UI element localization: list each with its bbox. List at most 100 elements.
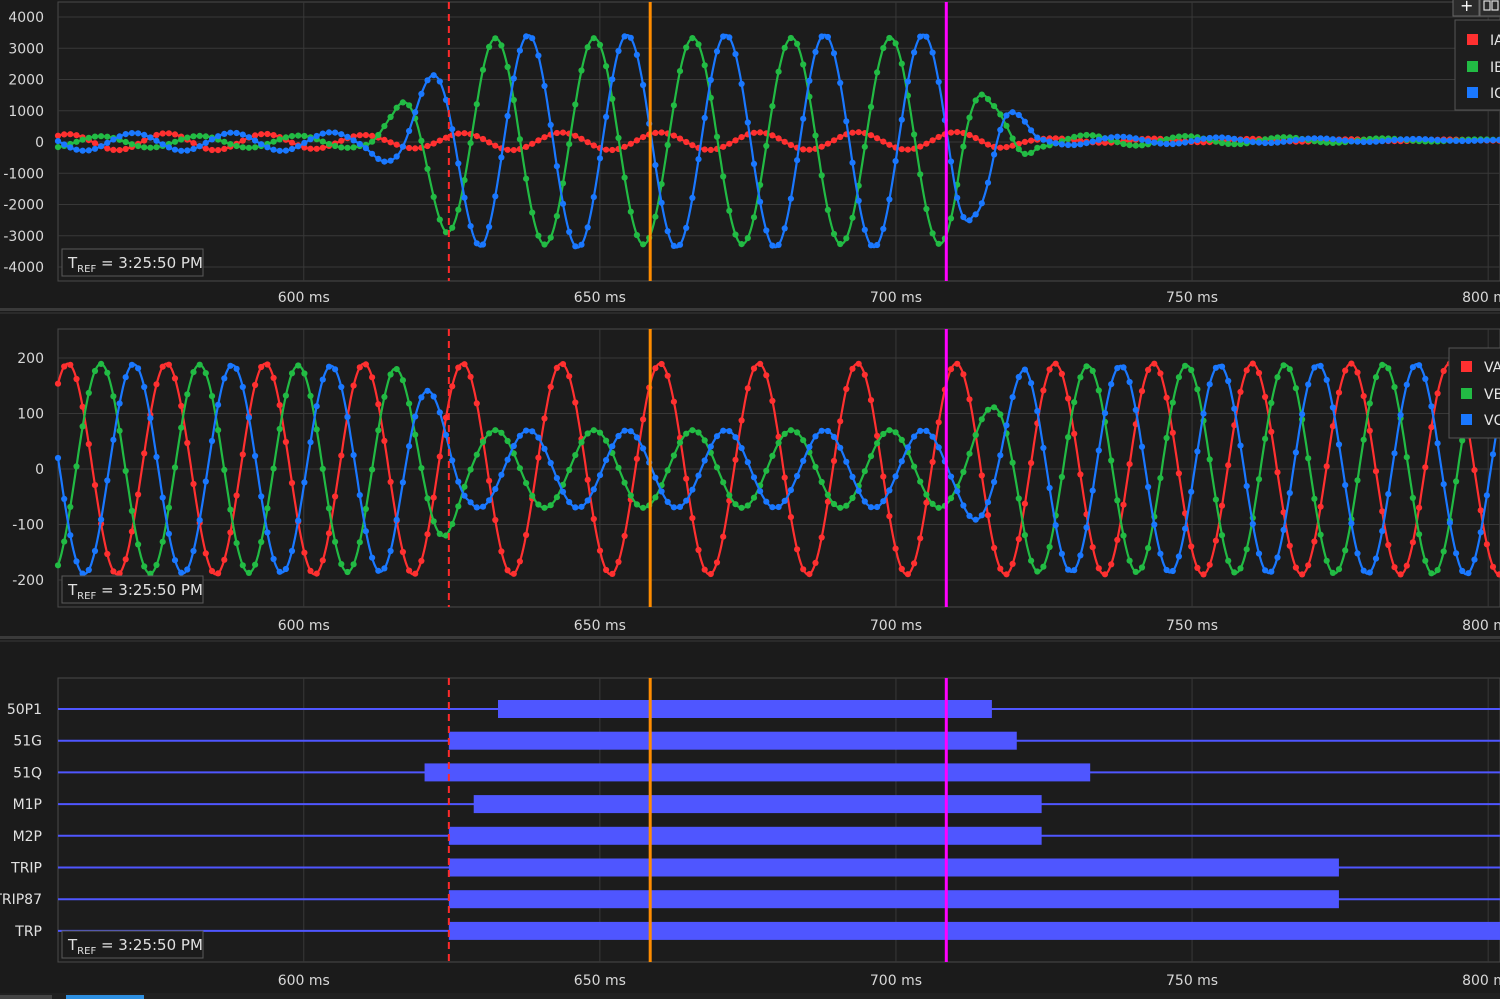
voltage-panel[interactable]: 200 100 0 -100 -200 600 ms 650 ms 700 ms 750 ms… — [12, 328, 1500, 634]
series-vc-point — [1391, 450, 1398, 457]
series-vc-point — [1132, 406, 1139, 413]
series-vc-point — [1157, 550, 1164, 557]
series-ia-point — [221, 145, 228, 152]
series-ia-point — [202, 145, 209, 152]
series-va-point — [991, 544, 998, 552]
series-vb-point — [1138, 564, 1146, 571]
series-ib-point — [147, 144, 154, 151]
series-ia-point — [301, 144, 308, 151]
panel-divider-bottom[interactable] — [0, 636, 1500, 639]
current-legend[interactable]: IA IB IC — [1454, 19, 1500, 111]
series-ia-point — [769, 132, 776, 139]
y-tick-label: 100 — [17, 407, 44, 423]
series-ia-point — [806, 146, 813, 153]
series-ic-point — [1311, 135, 1318, 142]
series-ic-point — [658, 199, 665, 206]
series-ic-point — [350, 137, 357, 144]
series-vb-point — [233, 540, 240, 547]
series-vc-point — [1422, 375, 1429, 382]
series-vc-point — [1385, 491, 1392, 498]
series-vc-point — [880, 498, 887, 505]
series-vc-point — [1052, 522, 1059, 529]
current-series — [54, 33, 1500, 250]
voltage-legend[interactable]: VA VB VC — [1448, 347, 1500, 439]
series-va-point — [1163, 394, 1170, 401]
series-ib-point — [436, 216, 443, 223]
series-ic-point — [670, 242, 678, 249]
series-vc-point — [787, 487, 795, 494]
series-ic-point — [781, 225, 788, 232]
legend-label-vc: VC — [1484, 413, 1500, 429]
series-ib-point — [1231, 141, 1238, 148]
series-vc-point — [381, 565, 388, 572]
series-va-point — [301, 549, 308, 556]
series-va-point — [603, 566, 610, 574]
series-vc-point — [1058, 550, 1065, 557]
digital-plot-area[interactable] — [57, 677, 1500, 963]
series-ic-point — [1040, 136, 1047, 143]
series-ic-point — [369, 150, 376, 157]
series-vc-point — [362, 528, 369, 535]
x-tick-label: 800 ms — [1462, 973, 1500, 989]
series-va-point — [892, 545, 899, 552]
series-va-point — [116, 570, 123, 577]
series-vc-point — [313, 403, 320, 410]
series-va-point — [917, 535, 924, 542]
series-vc-point — [1108, 381, 1115, 388]
series-ic-point — [184, 147, 191, 154]
series-ib-point — [1163, 136, 1170, 143]
series-va-point — [947, 366, 955, 373]
channel-bar-50p1 — [498, 700, 992, 718]
current-panel[interactable]: 4000 3000 2000 1000 0 -1000 -2000 -3000 -4000 60… — [3, 0, 1500, 306]
series-va-point — [1065, 395, 1072, 402]
series-vc-point — [775, 503, 782, 511]
status-tab-active[interactable] — [66, 995, 144, 999]
panel-divider-top[interactable] — [0, 308, 1500, 311]
series-ic-point — [1317, 135, 1324, 142]
digital-panel[interactable]: 600 ms 650 ms 700 ms 750 ms 800 ms 50P1 51G 51… — [0, 677, 1500, 989]
series-va-point — [221, 556, 228, 563]
series-vb-point — [252, 561, 259, 568]
series-ic-point — [1280, 138, 1287, 145]
series-ic-point — [467, 223, 474, 230]
series-vc-point — [412, 413, 419, 420]
series-vc-point — [258, 493, 265, 500]
series-ib-point — [153, 144, 160, 151]
series-ic-point — [787, 195, 795, 202]
series-ib-point — [190, 133, 197, 140]
series-ib-point — [1015, 146, 1022, 153]
series-vb-point — [301, 370, 308, 377]
series-va-point — [122, 556, 129, 563]
series-vc-point — [492, 486, 499, 493]
series-vb-point — [1175, 374, 1182, 381]
series-vc-point — [720, 427, 727, 434]
series-ib-point — [332, 142, 339, 150]
series-ic-point — [683, 224, 690, 231]
series-va-point — [1311, 538, 1318, 545]
series-ib-point — [991, 103, 998, 110]
series-va-point — [369, 374, 376, 381]
series-va-point — [794, 546, 801, 553]
series-vc-point — [929, 433, 936, 440]
series-vc-point — [406, 443, 413, 450]
series-ic-point — [917, 33, 924, 40]
series-vc-point — [171, 557, 179, 564]
series-vb-point — [227, 506, 234, 513]
legend-swatch-vb — [1461, 388, 1472, 399]
series-vb-point — [929, 500, 936, 507]
series-ic-point — [596, 155, 604, 162]
series-vb-point — [504, 437, 511, 445]
series-vb-point — [794, 429, 801, 436]
series-vc-point — [424, 387, 431, 394]
series-ia-point — [387, 139, 394, 146]
series-ic-point — [387, 157, 394, 164]
series-ic-point — [1428, 136, 1435, 143]
series-va-point — [1428, 424, 1435, 431]
series-ia-point — [898, 146, 905, 153]
add-button[interactable] — [1452, 0, 1480, 17]
status-tab-inactive[interactable] — [0, 995, 52, 999]
series-vb-point — [153, 561, 160, 569]
series-ic-point — [1268, 139, 1275, 146]
series-ia-point — [750, 129, 758, 136]
series-vc-point — [1028, 380, 1035, 387]
